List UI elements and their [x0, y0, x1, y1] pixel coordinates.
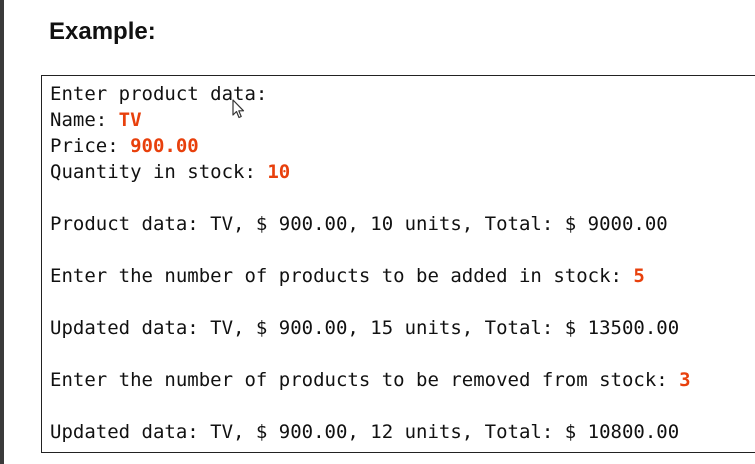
blank-line — [50, 393, 755, 419]
blank-line — [50, 237, 755, 263]
updated-add-text: Updated data: TV, $ 900.00, 15 units, To… — [50, 317, 680, 339]
quantity-input-value: 10 — [267, 161, 291, 183]
updated-remove-text: Updated data: TV, $ 900.00, 12 units, To… — [50, 421, 680, 443]
prompt-text: Enter product data: — [50, 83, 268, 105]
console-line-product-data: Product data: TV, $ 900.00, 10 units, To… — [50, 211, 755, 237]
console-line-quantity: Quantity in stock: 10 — [50, 159, 755, 185]
console-line-name: Name: TV — [50, 107, 755, 133]
product-data-text: Product data: TV, $ 900.00, 10 units, To… — [50, 213, 668, 235]
console-output: Enter product data: Name: TV Price: 900.… — [41, 75, 755, 453]
console-line-price: Price: 900.00 — [50, 133, 755, 159]
console-line-updated-remove: Updated data: TV, $ 900.00, 12 units, To… — [50, 419, 755, 445]
example-heading: Example: — [49, 18, 156, 45]
price-label: Price: — [50, 135, 131, 157]
remove-prompt-text: Enter the number of products to be remov… — [50, 369, 680, 391]
price-input-value: 900.00 — [130, 135, 199, 157]
blank-line — [50, 185, 755, 211]
remove-input-value: 3 — [679, 369, 691, 391]
blank-line — [50, 289, 755, 315]
console-line-updated-add: Updated data: TV, $ 900.00, 15 units, To… — [50, 315, 755, 341]
blank-line — [50, 341, 755, 367]
window-edge — [0, 0, 4, 464]
console-line-prompt: Enter product data: — [50, 81, 755, 107]
name-input-value: TV — [118, 109, 142, 131]
add-input-value: 5 — [633, 265, 645, 287]
console-line-remove-prompt: Enter the number of products to be remov… — [50, 367, 755, 393]
console-line-add-prompt: Enter the number of products to be added… — [50, 263, 755, 289]
mouse-pointer-icon — [232, 99, 245, 119]
name-label: Name: — [50, 109, 119, 131]
add-prompt-text: Enter the number of products to be added… — [50, 265, 634, 287]
quantity-label: Quantity in stock: — [50, 161, 268, 183]
